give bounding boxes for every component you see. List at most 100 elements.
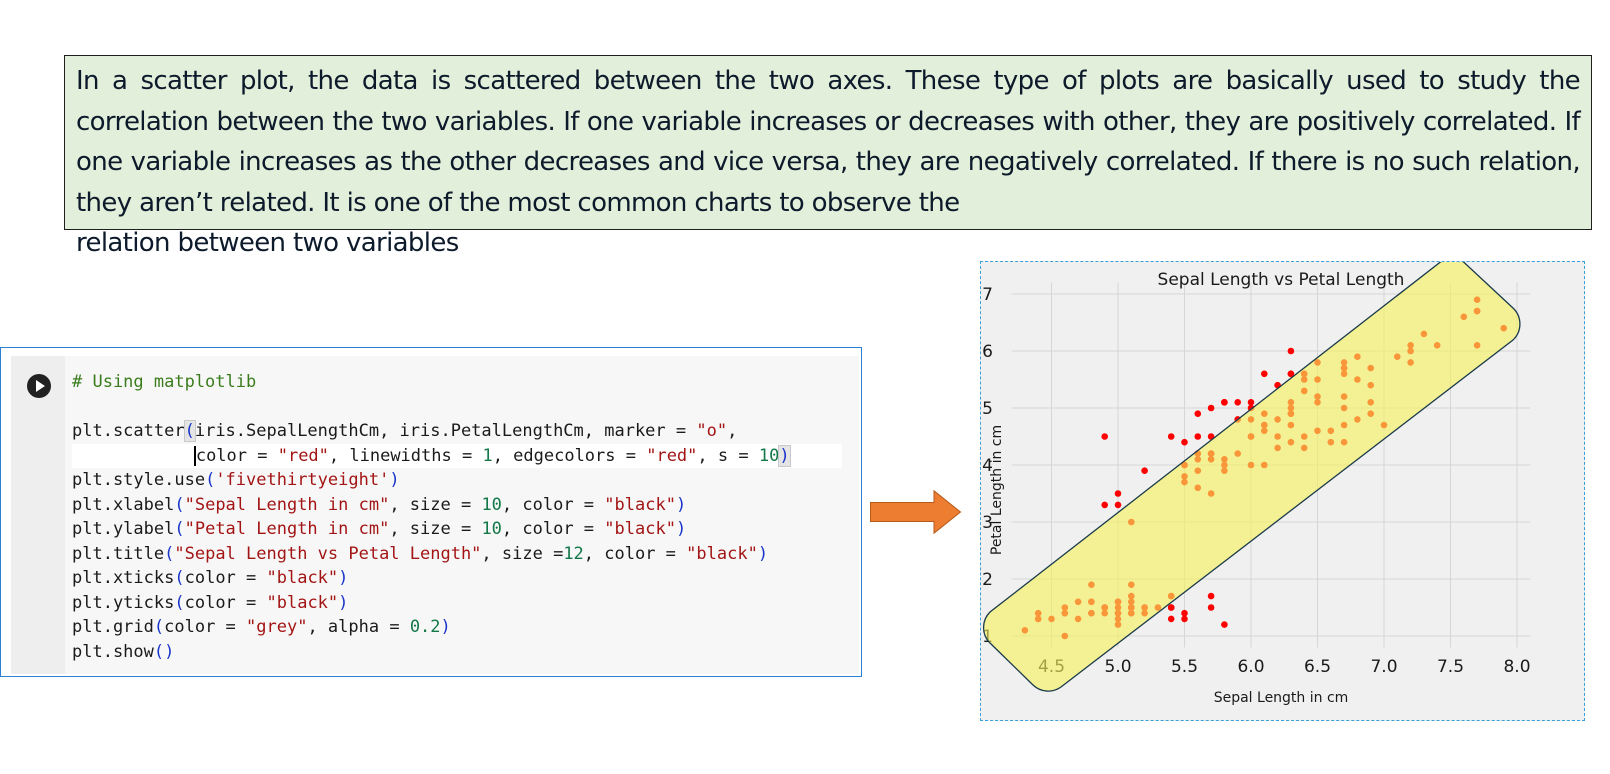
code-editor[interactable]: # Using matplotlib plt.scatter ( iris.Sepa… xyxy=(72,370,842,664)
description-last-line: relation between two variables xyxy=(76,228,459,258)
paren: ) xyxy=(440,617,451,637)
y-tick-label: 2 xyxy=(982,570,993,590)
paren-close-highlight: ) xyxy=(778,444,791,467)
code-token: iris.SepalLengthCm, iris.PetalLengthCm, … xyxy=(194,421,697,441)
data-point xyxy=(1101,433,1108,440)
x-tick-label: 6.0 xyxy=(1237,657,1264,677)
code-number: 0.2 xyxy=(409,617,441,637)
y-tick-label: 6 xyxy=(982,342,993,362)
code-string: "Sepal Length vs Petal Length" xyxy=(174,543,482,564)
data-point xyxy=(1181,438,1188,446)
code-token: plt.xlabel xyxy=(72,494,175,515)
code-string: "black" xyxy=(686,543,758,564)
code-cell-body: # Using matplotlib plt.scatter ( iris.Sepa… xyxy=(11,356,859,674)
paren: ) xyxy=(389,470,400,490)
code-token: , size = xyxy=(389,494,482,515)
code-token: , edgecolors = xyxy=(492,445,647,466)
paren: ) xyxy=(675,519,687,539)
code-token: , size = xyxy=(389,519,482,539)
code-token: , color = xyxy=(501,494,605,515)
code-token: , s = xyxy=(697,445,759,466)
data-point xyxy=(1287,347,1295,355)
code-string: "black" xyxy=(266,568,339,588)
paren: ( xyxy=(174,494,185,515)
data-point xyxy=(1207,404,1215,412)
data-point xyxy=(1167,615,1175,623)
x-tick-label: 6.5 xyxy=(1304,657,1331,677)
paren: ) xyxy=(338,568,349,588)
data-point xyxy=(1234,399,1242,406)
code-number: 12 xyxy=(563,543,584,564)
current-line: color = "red", linewidths = 1, edgecolor… xyxy=(72,443,842,468)
y-tick-label: 7 xyxy=(982,285,993,305)
code-string: "black" xyxy=(266,592,339,613)
definition-callout-box xyxy=(64,55,1592,230)
paren: ( xyxy=(153,617,165,637)
code-string: 'fivethirtyeight' xyxy=(215,470,390,490)
paren: ( xyxy=(174,592,185,613)
x-tick-label: 7.0 xyxy=(1370,657,1397,677)
data-point xyxy=(1114,490,1122,497)
data-point xyxy=(1207,592,1215,600)
data-point xyxy=(1260,370,1268,378)
code-token: plt.yticks xyxy=(72,592,175,613)
code-token: , color = xyxy=(583,543,687,564)
data-point xyxy=(1221,621,1228,628)
paren: ( xyxy=(174,519,185,539)
code-token: plt.show xyxy=(72,641,154,662)
y-tick-label: 5 xyxy=(982,399,993,419)
code-token: plt.grid xyxy=(72,617,154,637)
play-circle-icon[interactable] xyxy=(27,374,51,398)
scatter-plot-description: In a scatter plot, the data is scattered… xyxy=(76,61,1581,264)
code-number: 10 xyxy=(758,445,780,466)
data-point xyxy=(1247,399,1255,406)
code-token: , alpha = xyxy=(307,617,410,637)
data-point xyxy=(1287,370,1295,378)
x-tick-label: 7.5 xyxy=(1437,657,1464,677)
code-token: plt.ylabel xyxy=(72,519,175,539)
code-string: "black" xyxy=(604,519,676,539)
scatter-chart: 4.55.05.56.06.57.07.58.01234567 Sepal Le… xyxy=(982,262,1531,706)
description-text: In a scatter plot, the data is scattered… xyxy=(76,66,1581,218)
data-point xyxy=(1101,501,1108,509)
code-string: "o" xyxy=(696,421,728,441)
x-tick-label: 5.5 xyxy=(1171,657,1198,677)
code-token: , color = xyxy=(501,519,605,539)
data-point xyxy=(1114,501,1122,509)
code-token: , xyxy=(727,421,738,441)
data-point xyxy=(1221,399,1228,406)
code-token: color = xyxy=(195,445,278,466)
x-axis-label: Sepal Length in cm xyxy=(1214,690,1349,706)
paren: ) xyxy=(675,494,687,515)
code-string: "grey" xyxy=(246,617,308,637)
code-token: color = xyxy=(184,568,267,588)
code-string: "red" xyxy=(646,445,698,466)
code-string: "red" xyxy=(277,445,329,466)
x-tick-label: 5.0 xyxy=(1104,657,1131,677)
data-point xyxy=(1181,615,1188,623)
data-point xyxy=(1167,604,1175,611)
paren: ( xyxy=(164,543,175,564)
data-point xyxy=(1141,467,1148,474)
data-point xyxy=(1167,433,1175,440)
highlight-band xyxy=(982,262,1521,692)
code-string: "Petal Length in cm" xyxy=(184,519,390,539)
code-token: , linewidths = xyxy=(328,445,483,466)
paren: () xyxy=(153,641,175,662)
paren: ) xyxy=(757,543,769,564)
paren: ) xyxy=(338,592,349,613)
y-axis-label: Petal Length in cm xyxy=(989,425,1005,555)
code-token: plt.scatter xyxy=(72,421,185,441)
paren: ( xyxy=(174,568,185,588)
paren: ( xyxy=(205,470,216,490)
code-string: "black" xyxy=(604,494,676,515)
code-token: color = xyxy=(184,592,267,613)
chart-title: Sepal Length vs Petal Length xyxy=(1158,270,1405,290)
code-token: plt.style.use xyxy=(72,470,206,490)
y-tick-label: 4 xyxy=(982,456,993,476)
notebook-code-cell[interactable]: # Using matplotlib plt.scatter ( iris.Sepa… xyxy=(0,347,862,677)
code-token: plt.xticks xyxy=(72,568,175,588)
data-point xyxy=(1194,410,1202,417)
code-comment: # Using matplotlib xyxy=(72,372,257,392)
code-number: 10 xyxy=(481,494,502,515)
